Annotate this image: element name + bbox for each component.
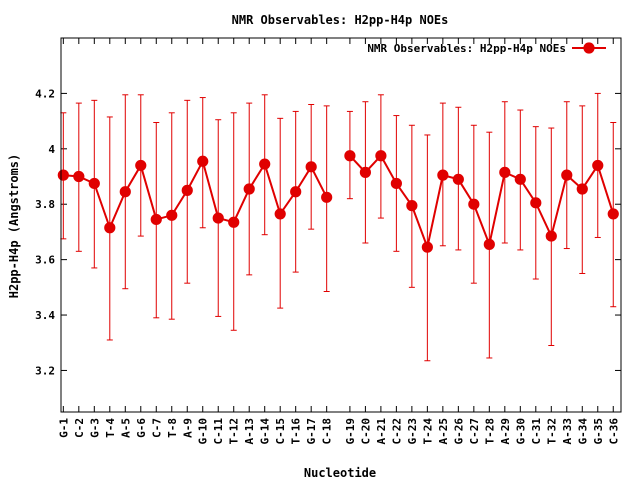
data-point <box>421 241 433 253</box>
data-point <box>607 208 619 220</box>
data-point <box>166 209 178 221</box>
data-point <box>359 166 371 178</box>
data-point <box>290 186 302 198</box>
x-tick-label: G-19 <box>344 418 357 445</box>
x-tick-label: G-34 <box>576 418 589 445</box>
data-point <box>390 177 402 190</box>
x-tick-label: T-12 <box>228 418 241 445</box>
x-axis-label: Nucleotide <box>304 466 376 480</box>
data-point <box>57 169 69 181</box>
y-tick-label: 3.6 <box>35 254 55 267</box>
data-point <box>437 169 449 181</box>
chart-title: NMR Observables: H2pp-H4p NOEs <box>232 13 449 27</box>
y-tick-label: 4 <box>48 143 55 156</box>
x-tick-label: C-2 <box>73 418 86 438</box>
axis-ticks: 3.2 3.4 3.6 3.8 4 4.2 G-1 C-2 G-3 T-4 A-5 G-6 C-7 T-8… <box>35 38 621 445</box>
x-tick-label: A-29 <box>499 418 512 445</box>
y-tick-label: 3.8 <box>35 198 55 211</box>
data-point <box>530 197 542 209</box>
data-point <box>452 173 464 185</box>
x-tick-label: C-18 <box>321 418 334 445</box>
x-tick-label: A-5 <box>119 418 132 438</box>
x-tick-label: T-16 <box>290 418 303 445</box>
data-point <box>321 191 333 203</box>
x-tick-label: C-31 <box>530 418 543 445</box>
x-tick-label: G-35 <box>592 418 605 445</box>
data-point <box>344 150 356 162</box>
y-axis-label: H2pp-H4p (Angstroms) <box>7 154 21 299</box>
x-tick-label: T-8 <box>166 418 179 438</box>
x-tick-label: G-26 <box>452 418 465 445</box>
x-tick-label: G-1 <box>57 418 70 438</box>
plot-frame <box>60 37 622 413</box>
data-point <box>305 161 317 173</box>
data-point <box>135 159 147 172</box>
data-series <box>57 92 619 362</box>
x-tick-label: A-21 <box>375 418 388 445</box>
x-tick-label: C-27 <box>468 418 481 445</box>
x-tick-label: G-17 <box>305 418 318 445</box>
x-tick-label: T-32 <box>545 418 558 445</box>
legend: NMR Observables: H2pp-H4p NOEs <box>367 42 606 55</box>
data-point <box>150 213 162 226</box>
data-point <box>212 212 224 224</box>
data-point <box>88 177 100 190</box>
x-tick-label: T-4 <box>104 418 117 438</box>
data-point <box>592 159 604 172</box>
x-tick-label: T-24 <box>421 418 434 445</box>
data-point <box>181 184 193 196</box>
x-tick-label: G-30 <box>514 418 527 445</box>
x-tick-label: G-14 <box>259 418 272 445</box>
data-point <box>119 186 131 198</box>
data-point <box>483 238 495 250</box>
legend-marker <box>583 42 595 54</box>
x-tick-label: G-23 <box>406 418 419 445</box>
x-tick-label: G-10 <box>197 418 210 445</box>
data-point <box>259 158 271 170</box>
y-tick-label: 3.2 <box>35 364 55 377</box>
data-point <box>104 222 116 234</box>
data-point <box>375 150 387 162</box>
x-tick-label: A-13 <box>243 418 256 445</box>
data-point <box>576 183 588 195</box>
x-tick-label: G-3 <box>88 418 101 438</box>
data-point <box>73 170 85 183</box>
y-tick-label: 4.2 <box>35 87 55 100</box>
data-point <box>468 198 480 210</box>
x-tick-label: C-15 <box>274 418 287 445</box>
data-point <box>243 183 255 195</box>
x-tick-label: C-20 <box>359 418 372 445</box>
legend-label: NMR Observables: H2pp-H4p NOEs <box>367 42 566 55</box>
x-tick-label: A-25 <box>437 418 450 445</box>
data-point <box>197 155 209 167</box>
x-tick-label: C-11 <box>212 418 225 445</box>
x-tick-label: C-7 <box>150 418 163 438</box>
data-point <box>406 200 418 212</box>
data-point <box>228 216 240 228</box>
y-tick-label: 3.4 <box>35 309 55 322</box>
x-tick-label: C-36 <box>607 418 620 445</box>
x-tick-label: C-22 <box>390 418 403 445</box>
x-tick-label: T-28 <box>483 418 496 445</box>
data-point <box>499 166 511 178</box>
data-point <box>561 169 573 181</box>
data-point <box>514 173 526 185</box>
data-point <box>545 230 557 242</box>
x-tick-label: G-6 <box>135 418 148 438</box>
x-tick-label: A-9 <box>181 418 194 438</box>
data-point <box>274 208 286 220</box>
x-tick-label: A-33 <box>561 418 574 445</box>
